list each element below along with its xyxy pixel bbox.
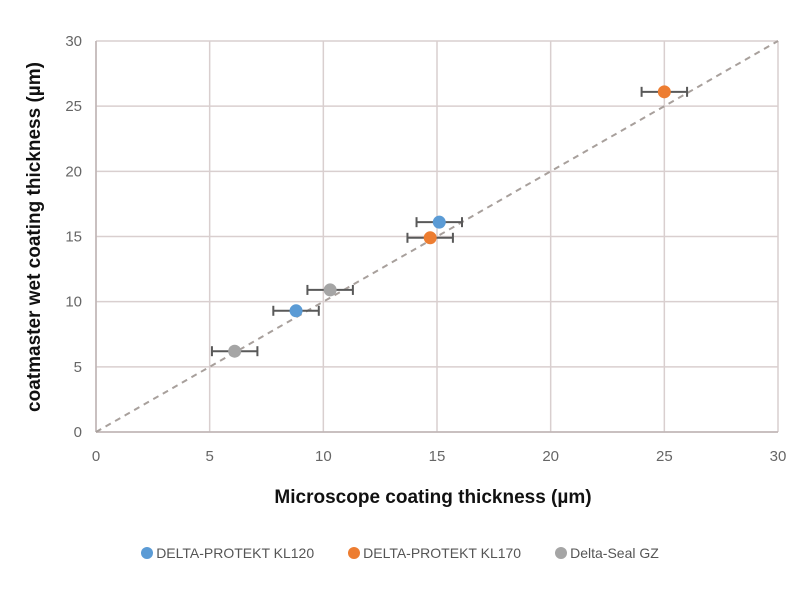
y-tick-labels: 0 5 10 15 20 25 30 bbox=[65, 33, 82, 441]
x-tick-label: 25 bbox=[656, 448, 673, 465]
x-tick-label: 5 bbox=[205, 448, 213, 465]
scatter-chart: 0 5 10 15 20 25 30 0 5 10 15 20 25 30 Microscope coa… bbox=[24, 33, 787, 508]
y-tick-label: 5 bbox=[74, 359, 82, 376]
y-tick-label: 20 bbox=[65, 163, 82, 180]
data-point bbox=[657, 85, 671, 99]
legend-item-kl170: DELTA-PROTEKT KL170 bbox=[348, 545, 521, 561]
x-tick-labels: 0 5 10 15 20 25 30 bbox=[92, 448, 787, 465]
legend-item-kl120: DELTA-PROTEKT KL120 bbox=[141, 545, 314, 561]
y-tick-label: 15 bbox=[65, 229, 82, 246]
y-tick-label: 10 bbox=[65, 294, 82, 311]
x-tick-label: 0 bbox=[92, 448, 100, 465]
legend-swatch-kl120 bbox=[141, 547, 154, 559]
legend-label-gz: Delta-Seal GZ bbox=[570, 545, 659, 561]
data-point bbox=[289, 304, 303, 318]
data-point bbox=[432, 215, 446, 229]
legend-swatch-gz bbox=[555, 547, 568, 559]
x-tick-label: 20 bbox=[542, 448, 559, 465]
legend-label-kl120: DELTA-PROTEKT KL120 bbox=[156, 545, 315, 561]
y-tick-label: 0 bbox=[74, 424, 82, 441]
legend: DELTA-PROTEKT KL120 DELTA-PROTEKT KL170 … bbox=[0, 545, 800, 561]
data-point bbox=[423, 231, 437, 245]
gridlines bbox=[95, 40, 779, 433]
x-tick-label: 30 bbox=[770, 448, 787, 465]
data-point bbox=[323, 283, 337, 297]
y-tick-label: 25 bbox=[65, 98, 82, 115]
x-tick-label: 10 bbox=[315, 448, 332, 465]
legend-swatch-kl170 bbox=[348, 547, 361, 559]
legend-item-gz: Delta-Seal GZ bbox=[555, 545, 659, 561]
data-point bbox=[228, 344, 242, 358]
x-axis-title: Microscope coating thickness (µm) bbox=[274, 487, 591, 508]
y-tick-label: 30 bbox=[65, 33, 82, 50]
legend-label-kl170: DELTA-PROTEKT KL170 bbox=[363, 545, 522, 561]
data-marks bbox=[210, 85, 689, 358]
y-axis-title: coatmaster wet coating thickness (µm) bbox=[24, 62, 45, 412]
x-tick-label: 15 bbox=[429, 448, 446, 465]
